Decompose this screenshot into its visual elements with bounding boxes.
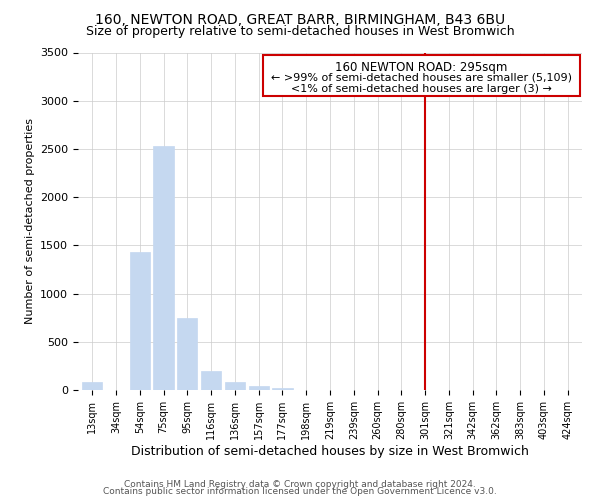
Text: Contains HM Land Registry data © Crown copyright and database right 2024.: Contains HM Land Registry data © Crown c… <box>124 480 476 489</box>
Bar <box>177 318 197 390</box>
Bar <box>82 382 103 390</box>
Bar <box>154 146 173 390</box>
Bar <box>248 386 269 390</box>
Bar <box>130 252 150 390</box>
Text: 160, NEWTON ROAD, GREAT BARR, BIRMINGHAM, B43 6BU: 160, NEWTON ROAD, GREAT BARR, BIRMINGHAM… <box>95 12 505 26</box>
Text: Size of property relative to semi-detached houses in West Bromwich: Size of property relative to semi-detach… <box>86 25 514 38</box>
X-axis label: Distribution of semi-detached houses by size in West Bromwich: Distribution of semi-detached houses by … <box>131 444 529 458</box>
Text: <1% of semi-detached houses are larger (3) →: <1% of semi-detached houses are larger (… <box>291 84 552 94</box>
Text: ← >99% of semi-detached houses are smaller (5,109): ← >99% of semi-detached houses are small… <box>271 72 572 83</box>
Bar <box>272 388 293 390</box>
Bar <box>201 370 221 390</box>
Text: 160 NEWTON ROAD: 295sqm: 160 NEWTON ROAD: 295sqm <box>335 61 508 74</box>
Bar <box>225 382 245 390</box>
FancyBboxPatch shape <box>263 56 580 96</box>
Y-axis label: Number of semi-detached properties: Number of semi-detached properties <box>25 118 35 324</box>
Text: Contains public sector information licensed under the Open Government Licence v3: Contains public sector information licen… <box>103 487 497 496</box>
